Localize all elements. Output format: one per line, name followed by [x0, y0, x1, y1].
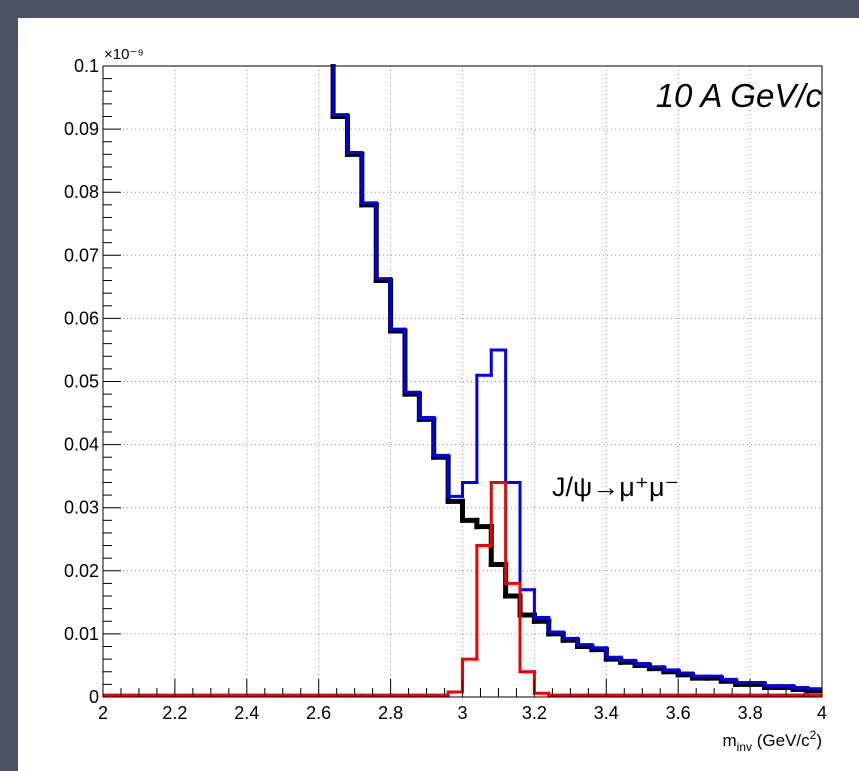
x-tick-label: 2.4: [234, 703, 259, 723]
y-tick-label: 0.04: [64, 435, 99, 455]
y-tick-label: 0.02: [64, 561, 99, 581]
x-label-part: ): [816, 731, 822, 750]
y-tick-label: 0.07: [64, 245, 99, 265]
x-tick-label: 3.8: [738, 703, 763, 723]
x-tick-label: 2: [98, 703, 108, 723]
x-tick-label: 3.2: [522, 703, 547, 723]
y-tick-label: 0.03: [64, 498, 99, 518]
x-tick-label: 2.6: [306, 703, 331, 723]
x-tick-label: 4: [817, 703, 827, 723]
y-multiplier: ×10⁻⁹: [104, 46, 144, 63]
y-tick-label: 0.1: [74, 56, 99, 76]
x-axis-label: minv (GeV/c2): [723, 728, 823, 754]
y-tick-label: 0.08: [64, 182, 99, 202]
x-label-part: m: [723, 731, 737, 750]
x-tick-label: 2.8: [378, 703, 403, 723]
y-tick-label: 0.06: [64, 308, 99, 328]
canvas: [18, 18, 859, 771]
x-tick-label: 3.6: [666, 703, 691, 723]
annotation: 10 A GeV/c: [656, 77, 823, 114]
y-tick-label: 0.01: [64, 624, 99, 644]
y-tick-label: 0.05: [64, 372, 99, 392]
x-tick-label: 2.2: [162, 703, 187, 723]
x-tick-label: 3.4: [594, 703, 619, 723]
x-label-part: inv: [737, 740, 752, 754]
y-tick-label: 0: [89, 687, 99, 707]
x-label-part: 2: [810, 728, 817, 742]
y-tick-label: 0.09: [64, 119, 99, 139]
annotation: J/ψ→μ⁺μ⁻: [552, 472, 679, 502]
x-tick-label: 3: [457, 703, 467, 723]
x-label-part: (GeV/c: [752, 731, 810, 750]
